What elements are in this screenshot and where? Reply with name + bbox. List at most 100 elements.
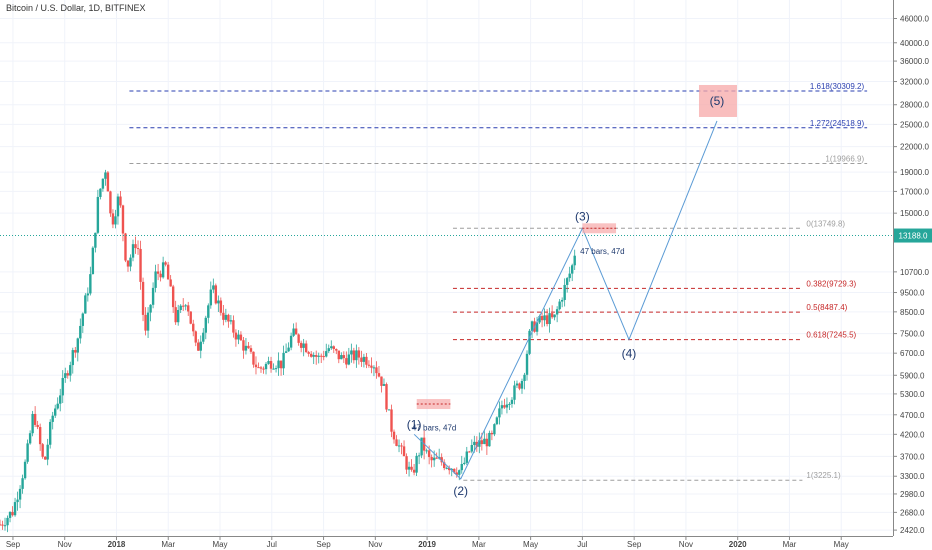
- candle-body: [470, 444, 474, 452]
- price-tick-label: 4700.0: [900, 411, 925, 420]
- candle-body: [169, 279, 172, 287]
- candle-body: [560, 299, 564, 302]
- candle-body: [244, 345, 248, 351]
- candle-body: [179, 305, 182, 311]
- candle-body: [279, 360, 283, 369]
- candle-body: [538, 315, 541, 323]
- time-tick-label: Nov: [58, 540, 72, 549]
- candle-body: [129, 257, 132, 267]
- candle-body: [345, 358, 348, 365]
- candle-body: [59, 395, 62, 404]
- target-box: [698, 84, 737, 117]
- candle-body: [337, 350, 340, 360]
- candle-body: [450, 468, 453, 471]
- candle-body: [412, 469, 416, 473]
- candle-body: [555, 309, 559, 315]
- candle-body: [119, 196, 122, 206]
- candle-body: [182, 305, 185, 307]
- candle-body: [498, 408, 501, 418]
- price-tick-label: 32000.0: [900, 78, 929, 87]
- price-axis: 46000.0 40000.0 36000.0 32000.0 28000.0 25000…: [893, 14, 929, 535]
- candle-body: [257, 367, 260, 369]
- candle-body: [254, 364, 258, 368]
- fib-level-label: 0(13749.8): [806, 219, 845, 228]
- candle-body: [407, 466, 411, 470]
- candle-body: [192, 323, 195, 332]
- candle-body: [528, 330, 531, 354]
- candle-body: [287, 347, 290, 352]
- candle-body: [204, 317, 207, 333]
- fib-level-label: 0.618(7245.5): [806, 331, 856, 340]
- candle-body: [402, 446, 406, 457]
- candle-body: [297, 334, 300, 343]
- candle-body: [229, 320, 233, 322]
- candle-body: [239, 334, 243, 341]
- price-tick-label: 6700.0: [900, 349, 925, 358]
- candle-body: [159, 273, 162, 278]
- candle-body: [387, 409, 391, 411]
- price-tick-label: 2980.0: [900, 490, 925, 499]
- candle-body: [302, 343, 305, 348]
- candle-body: [500, 405, 504, 409]
- candle-body: [166, 264, 170, 280]
- wave-label: (5): [710, 94, 725, 108]
- candle-body: [435, 457, 438, 459]
- candle-body: [535, 322, 539, 332]
- candle-body: [61, 377, 64, 396]
- price-tick-label: 7500.0: [900, 330, 925, 339]
- candle-body: [309, 353, 313, 357]
- price-tick-label: 5900.0: [900, 371, 925, 380]
- candle-body: [264, 363, 268, 370]
- candle-body: [372, 367, 376, 369]
- candle-body: [176, 310, 180, 323]
- candle-body: [99, 188, 102, 197]
- candle-body: [126, 260, 130, 267]
- current-price-badge: [894, 228, 932, 243]
- candle-body: [375, 367, 378, 374]
- candle-body: [284, 351, 288, 353]
- time-tick-label: Nov: [368, 540, 382, 549]
- candle-body: [508, 403, 511, 405]
- candle-body: [473, 441, 476, 445]
- candle-body: [505, 404, 509, 408]
- price-tick-label: 40000.0: [900, 39, 929, 48]
- candle-body: [307, 352, 310, 354]
- candle-body: [111, 213, 115, 225]
- candle-body: [187, 305, 190, 312]
- candle-body: [109, 191, 112, 214]
- candle-body: [16, 499, 19, 503]
- candle-body: [475, 441, 479, 447]
- candle-body: [325, 351, 328, 357]
- wave-label: (1): [407, 417, 422, 431]
- candle-body: [164, 262, 167, 265]
- candle-body: [259, 367, 263, 369]
- candle-body: [1, 524, 4, 526]
- candle-body: [315, 355, 318, 357]
- chart-title: Bitcoin / U.S. Dollar, 1D, BITFINEX: [6, 3, 146, 13]
- candle-body: [294, 328, 298, 335]
- candle-body: [124, 233, 127, 261]
- candle-body: [31, 413, 34, 434]
- candle-body: [89, 274, 92, 294]
- candle-body: [209, 289, 213, 306]
- candle-body: [33, 413, 37, 425]
- candle-body: [468, 451, 471, 453]
- candle-body: [43, 456, 47, 460]
- candle-body: [415, 455, 418, 473]
- candle-body: [367, 364, 371, 366]
- candle-body: [134, 244, 137, 249]
- candle-body: [69, 365, 72, 376]
- candle-body: [558, 301, 561, 310]
- candle-body: [234, 332, 238, 340]
- price-tick-label: 2680.0: [900, 508, 925, 517]
- candle-body: [136, 248, 140, 250]
- candle-body: [144, 314, 147, 331]
- candle-body: [317, 355, 320, 357]
- candle-body: [199, 341, 202, 351]
- candle-body: [352, 350, 356, 361]
- fib-level-label: 1.618(30309.2): [810, 82, 865, 91]
- candle-body: [518, 383, 521, 389]
- candle-body: [171, 286, 175, 308]
- price-tick-label: 2420.0: [900, 526, 925, 535]
- candle-body: [563, 284, 566, 300]
